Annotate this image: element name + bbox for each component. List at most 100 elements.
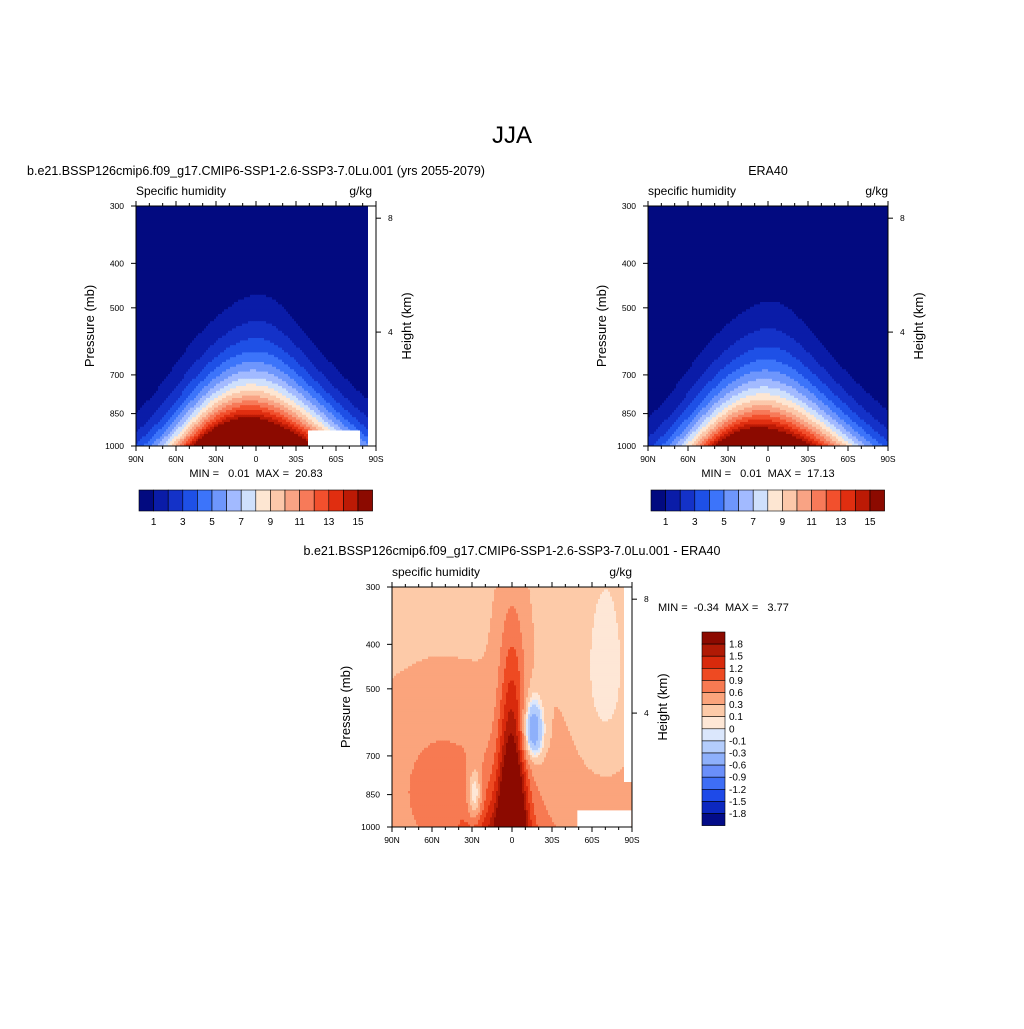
colorbar-label: -0.1 [729,736,747,747]
panel3-colorbar: 1.81.51.20.90.60.30.10-0.1-0.3-0.6-0.9-1… [702,632,747,826]
colorbar-box [270,490,285,511]
ytick-label: 700 [622,370,636,380]
ytick-label: 300 [622,201,636,211]
xtick-label: 90S [624,835,639,845]
panel1-missing-mask [308,430,360,456]
ytick-label: 1000 [105,441,124,451]
colorbar-box [702,644,725,656]
colorbar-box [702,814,725,826]
ytick-label: 500 [622,303,636,313]
colorbar-box [826,490,841,511]
colorbar-label: 0.9 [729,676,743,687]
colorbar-box [241,490,256,511]
colorbar-box [212,490,227,511]
colorbar-label: -0.9 [729,773,747,784]
panel2-plot-area [648,206,889,447]
colorbar-box [855,490,870,511]
colorbar-label: 0.6 [729,688,743,699]
colorbar-label: 3 [692,517,698,528]
colorbar-box [797,490,812,511]
colorbar-label: 11 [806,517,817,528]
ytick-right-label: 8 [900,213,905,223]
colorbar-box [702,693,725,705]
colorbar-box [702,717,725,729]
colorbar-label: 1.5 [729,652,743,663]
xtick-label: 90N [128,454,144,464]
ytick-label: 700 [366,751,380,761]
colorbar-box [314,490,329,511]
colorbar-box [695,490,710,511]
colorbar-label: 5 [209,517,215,528]
colorbar-label: -0.6 [729,761,747,772]
ytick-label: 500 [110,303,124,313]
colorbar-box [702,801,725,813]
colorbar-box [666,490,681,511]
ytick-label: 500 [366,684,380,694]
xtick-label: 30N [720,454,736,464]
figure-title: JJA [492,122,532,149]
colorbar-box [343,490,358,511]
panel2-units-label: g/kg [865,184,888,198]
xtick-label: 90S [880,454,895,464]
colorbar-box [183,490,198,511]
colorbar-label: 7 [238,517,244,528]
colorbar-label: -1.2 [729,785,747,796]
colorbar-box [841,490,856,511]
colorbar-box [768,490,783,511]
colorbar-label: 0 [729,724,735,735]
panel1-ylabel-right: Height (km) [399,292,414,359]
colorbar-label: 9 [780,517,786,528]
panel2-ylabel: Pressure (mb) [594,285,609,367]
colorbar-label: 1.2 [729,664,743,675]
colorbar-label: 1 [663,517,669,528]
ytick-label: 700 [110,370,124,380]
colorbar-box [702,705,725,717]
panel3-ylabel-right: Height (km) [655,673,670,740]
colorbar-label: 13 [323,517,335,528]
ytick-label: 850 [622,409,636,419]
xtick-label: 30S [288,454,303,464]
ytick-label: 1000 [361,822,380,832]
colorbar-box [782,490,797,511]
colorbar-box [702,632,725,644]
ytick-right-label: 8 [644,594,649,604]
colorbar-box [702,680,725,692]
colorbar-label: -0.3 [729,749,747,760]
colorbar-box [154,490,169,511]
colorbar-box [702,668,725,680]
colorbar-box [812,490,827,511]
panel3-ylabel: Pressure (mb) [338,666,353,748]
panel3-stats: MIN = -0.34 MAX = 3.77 [658,602,789,614]
colorbar-label: -1.5 [729,797,747,808]
panel3-missing-strip [624,587,632,782]
panel3-units-label: g/kg [609,565,632,579]
xtick-label: 60S [840,454,855,464]
colorbar-box [227,490,242,511]
colorbar-box [702,765,725,777]
panel2-ylabel-right: Height (km) [911,292,926,359]
colorbar-box [285,490,300,511]
xtick-label: 90N [384,835,400,845]
colorbar-label: -1.8 [729,809,747,820]
colorbar-box [329,490,344,511]
ytick-label: 300 [366,582,380,592]
ytick-label: 850 [110,409,124,419]
colorbar-box [702,741,725,753]
colorbar-label: 15 [864,517,876,528]
ytick-label: 850 [366,790,380,800]
colorbar-box [680,490,695,511]
colorbar-box [256,490,271,511]
xtick-label: 60N [680,454,696,464]
xtick-label: 60S [584,835,599,845]
colorbar-box [651,490,666,511]
ytick-label: 400 [622,258,636,268]
panel1-title: b.e21.BSSP126cmip6.f09_g17.CMIP6-SSP1-2.… [27,164,485,178]
xtick-label: 30S [800,454,815,464]
ytick-label: 300 [110,201,124,211]
ytick-label: 1000 [617,441,636,451]
xtick-label: 0 [254,454,259,464]
colorbar-label: 0.3 [729,700,743,711]
colorbar-box [702,777,725,789]
